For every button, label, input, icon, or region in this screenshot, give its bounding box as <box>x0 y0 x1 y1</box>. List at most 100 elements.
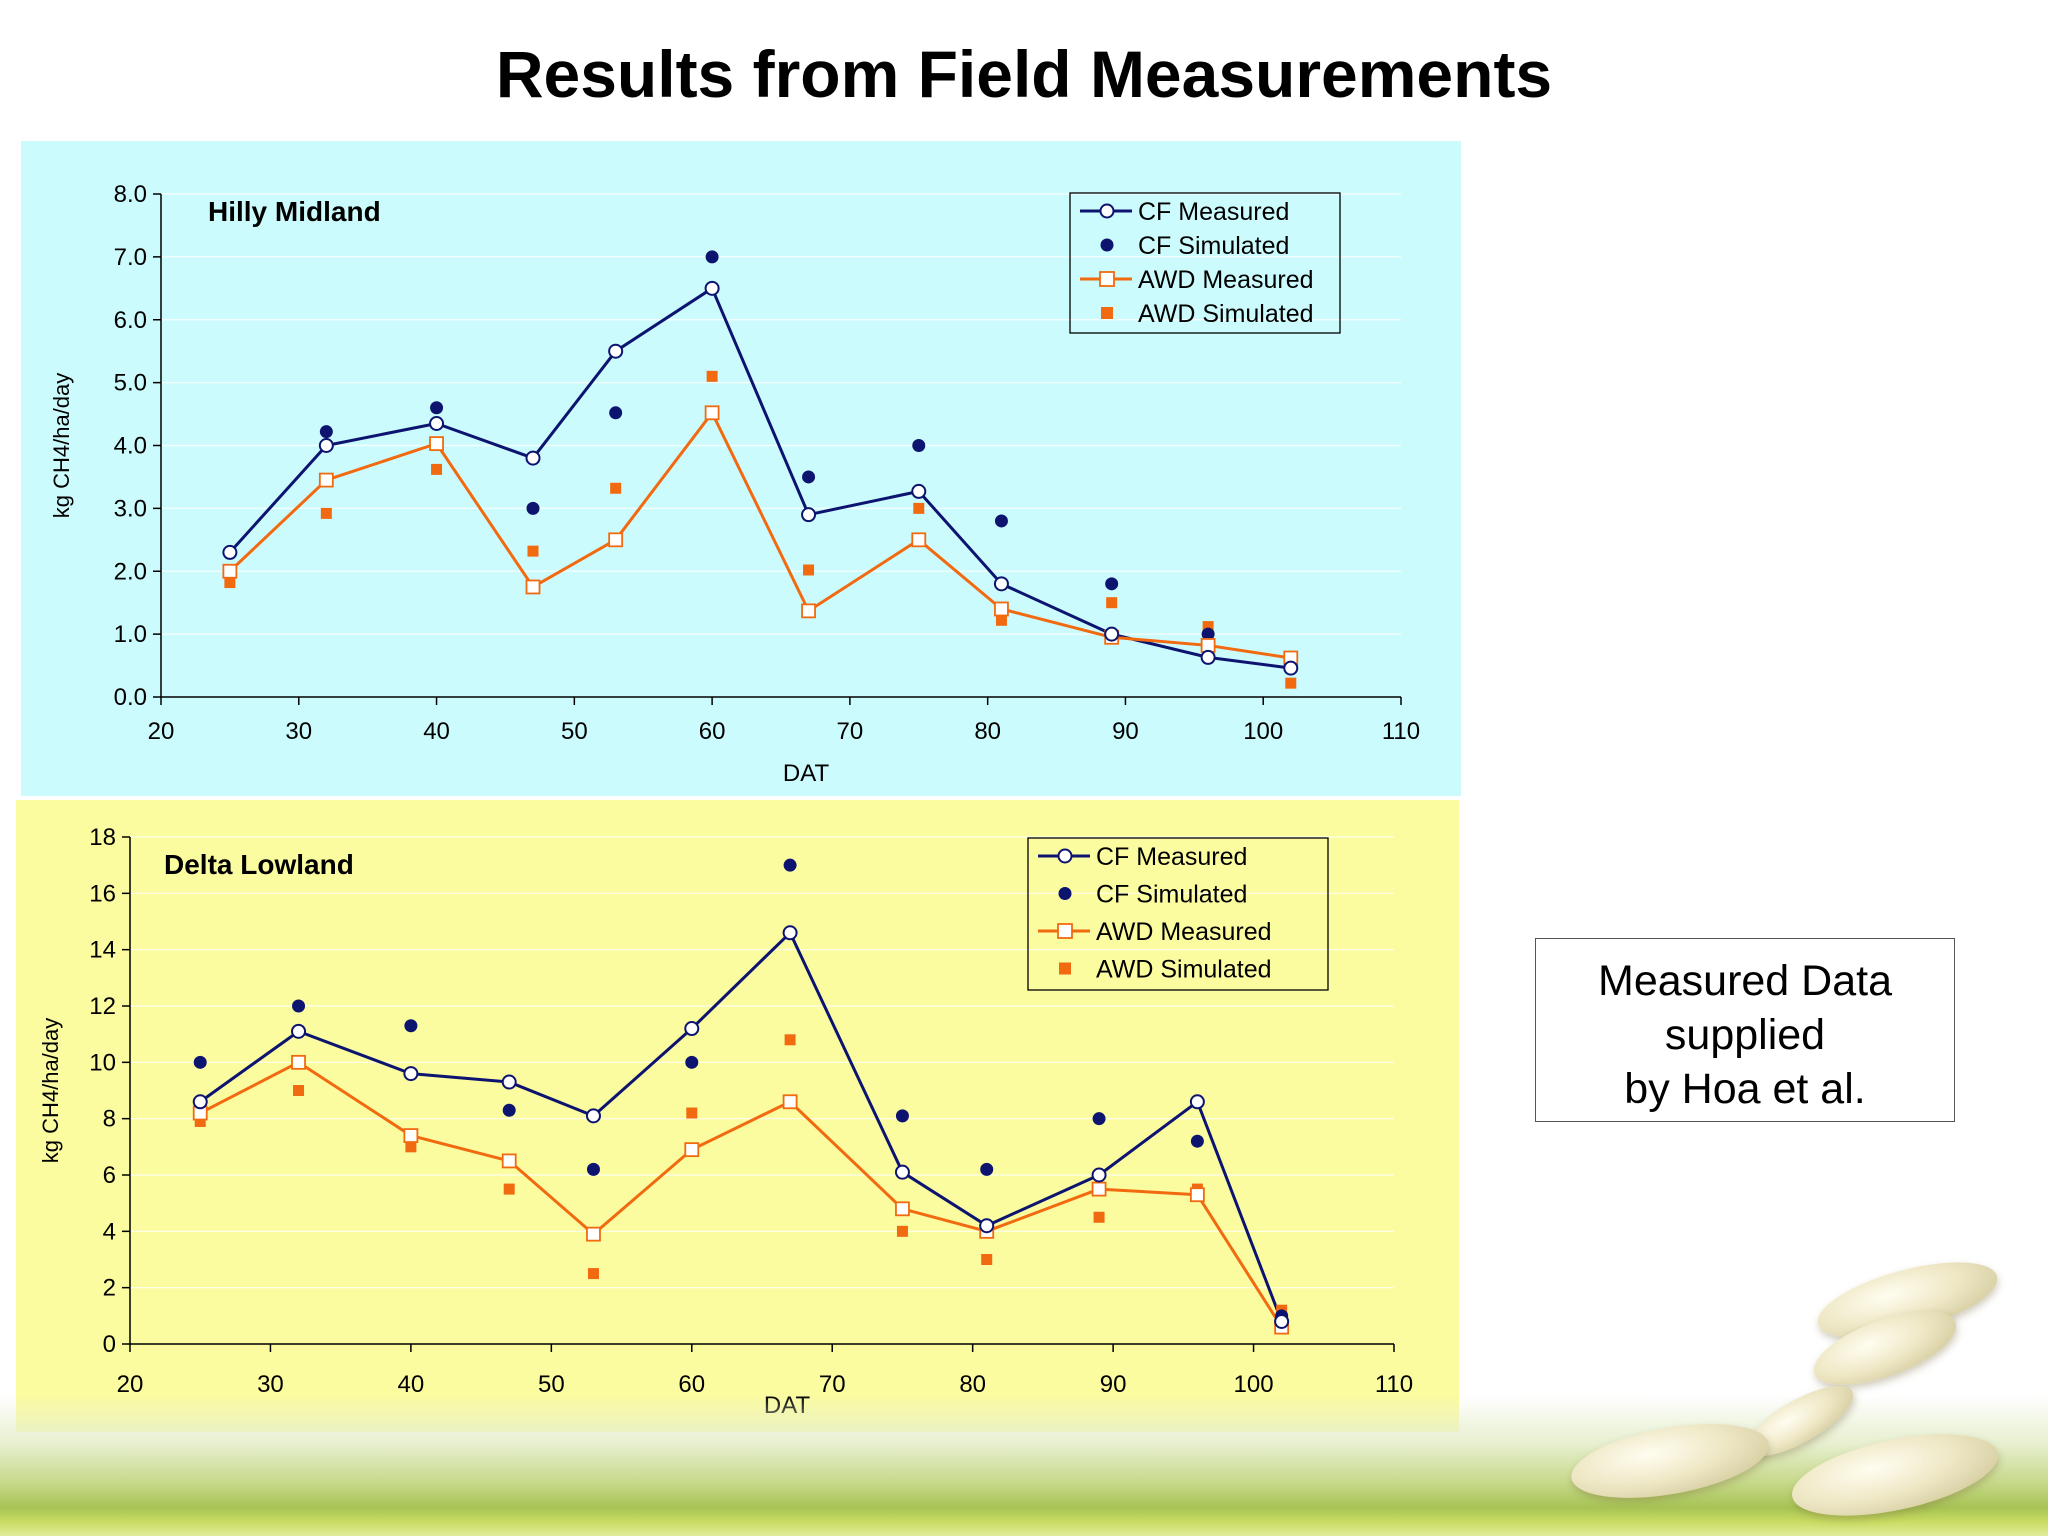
awd-simulated-point <box>194 1115 206 1127</box>
awd-simulated-point <box>320 507 332 519</box>
x-tick-label: 70 <box>819 1371 846 1398</box>
cf-simulated-point <box>319 425 333 439</box>
series-line-cf-measured <box>199 931 1284 1323</box>
x-tick-label: 100 <box>1243 718 1283 745</box>
awd-measured-point <box>222 563 238 579</box>
delta-lowland-panel: 0246810121416182030405060708090100110DAT… <box>16 800 1459 1432</box>
awd-measured-point <box>895 1201 910 1217</box>
cf-measured-point <box>993 576 1009 592</box>
y-tick-label: 2 <box>103 1275 116 1302</box>
cf-measured-point <box>1283 660 1299 676</box>
legend-box <box>1027 837 1329 991</box>
x-tick-label: 20 <box>117 1371 144 1398</box>
y-tick-label: 5.0 <box>114 370 147 397</box>
awd-measured-point <box>1091 1181 1107 1197</box>
cf-simulated-point <box>430 401 444 415</box>
x-tick-label: 90 <box>1112 718 1139 745</box>
awd-simulated-point <box>293 1085 305 1096</box>
y-tick-label: 0 <box>103 1331 116 1358</box>
cf-simulated-point <box>783 858 797 872</box>
awd-measured-point <box>994 601 1009 617</box>
awd-simulated-point <box>995 614 1007 626</box>
awd-simulated-point <box>1106 597 1118 609</box>
note-line-1: Measured Data <box>1598 957 1892 1005</box>
cf-simulated-point <box>802 470 816 484</box>
cf-simulated-point <box>609 406 623 420</box>
awd-simulated-point <box>587 1268 599 1280</box>
cf-measured-point <box>501 1074 517 1090</box>
y-axis-label: kg CH4/ha/day <box>49 373 74 519</box>
y-tick-label: 16 <box>89 880 116 907</box>
cf-measured-point <box>192 1094 208 1110</box>
awd-measured-point <box>318 472 334 488</box>
cf-simulated-point <box>502 1103 516 1117</box>
note-line-2: supplied <box>1664 1011 1826 1059</box>
y-tick-label: 4.0 <box>114 433 147 460</box>
legend-label-awd-measured: AWD Measured <box>1138 266 1314 294</box>
y-tick-label: 3.0 <box>114 495 147 522</box>
y-tick-label: 10 <box>89 1049 116 1076</box>
y-tick-label: 6.0 <box>114 307 147 334</box>
x-tick-label: 100 <box>1234 1371 1274 1398</box>
cf-measured-point <box>894 1164 910 1180</box>
x-tick-label: 110 <box>1375 1371 1413 1398</box>
cf-measured-point <box>684 1021 700 1037</box>
note-line-3: by Hoa et al. <box>1624 1065 1866 1113</box>
x-axis-label: DAT <box>783 760 830 787</box>
chart-title: Hilly Midland <box>208 196 381 227</box>
cf-simulated-point <box>1190 1134 1204 1148</box>
series-line-awd-measured <box>199 1060 1283 1328</box>
y-tick-label: 8 <box>103 1106 116 1133</box>
awd-measured-point <box>586 1226 601 1242</box>
y-tick-label: 14 <box>89 937 116 964</box>
cf-simulated-point <box>193 1055 207 1069</box>
cf-measured-point <box>1200 649 1216 665</box>
y-tick-label: 0.0 <box>114 684 147 711</box>
cf-simulated-point <box>1092 1112 1106 1126</box>
cf-measured-point <box>911 483 927 499</box>
x-tick-label: 20 <box>148 718 175 745</box>
awd-measured-point <box>801 603 816 619</box>
cf-simulated-point <box>705 250 719 264</box>
awd-simulated-point <box>686 1107 698 1119</box>
cf-simulated-point <box>912 439 926 452</box>
awd-simulated-point <box>527 545 539 557</box>
awd-simulated-point <box>1285 677 1297 689</box>
awd-simulated-point <box>784 1034 796 1046</box>
hilly-midland-panel: 0.0 1.0 2.0 3.0 4.0 5.0 6.0 7.0 8.0 20 30 40 50 60 70 8… <box>21 141 1461 796</box>
data-source-note: Measured Data supplied by Hoa et al. <box>1535 938 1955 1122</box>
cf-simulated-point <box>895 1109 909 1123</box>
awd-simulated-point <box>803 564 815 576</box>
x-tick-label: 60 <box>699 718 726 745</box>
x-tick-label: 90 <box>1100 1371 1127 1398</box>
awd-simulated-point <box>1202 621 1214 633</box>
y-tick-label: 2.0 <box>114 558 147 585</box>
cf-measured-point <box>704 280 720 296</box>
y-tick-label: 8.0 <box>114 181 147 208</box>
y-tick-label: 12 <box>89 993 116 1020</box>
y-tick-label: 4 <box>103 1218 116 1245</box>
awd-measured-point <box>911 532 927 548</box>
legend-label-cf-simulated: CF Simulated <box>1138 232 1289 260</box>
delta-lowland-chart: 0246810121416182030405060708090100110DAT… <box>38 824 1413 1419</box>
cf-measured-point <box>429 415 445 431</box>
awd-simulated-point <box>503 1183 515 1195</box>
y-axis-label: kg CH4/ha/day <box>38 1018 63 1164</box>
x-tick-label: 30 <box>285 718 312 745</box>
x-tick-label: 30 <box>257 1371 284 1398</box>
awd-measured-point <box>291 1054 306 1070</box>
cf-simulated-point <box>586 1162 600 1176</box>
cf-measured-point <box>1091 1167 1107 1183</box>
legend-marker-awd-simulated <box>1059 962 1071 975</box>
awd-simulated-point <box>405 1141 417 1153</box>
legend-marker-awd-simulated <box>1101 307 1113 319</box>
awd-measured-point <box>608 532 624 548</box>
awd-measured-point <box>782 1094 798 1110</box>
awd-simulated-point <box>431 463 443 475</box>
legend-label-cf-simulated: CF Simulated <box>1096 881 1247 909</box>
x-tick-label: 110 <box>1382 718 1420 745</box>
awd-measured-point <box>1189 1187 1205 1203</box>
cf-measured-point <box>1189 1094 1205 1110</box>
series-line-cf-measured <box>228 286 1291 670</box>
awd-simulated-point <box>706 370 718 382</box>
